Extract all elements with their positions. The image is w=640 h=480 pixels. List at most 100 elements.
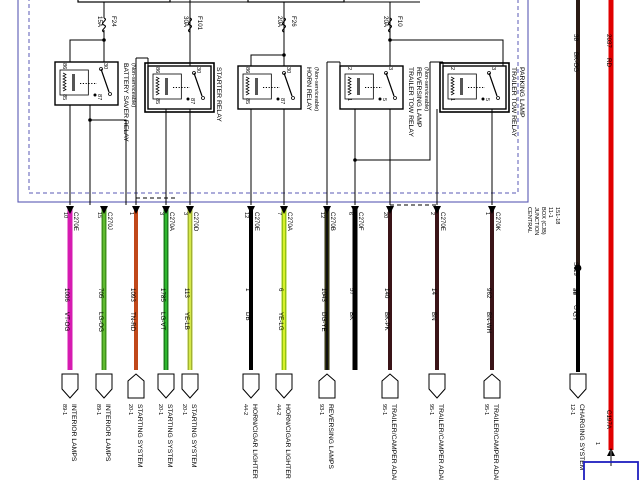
wire-dest-num: 20-1 — [157, 404, 163, 415]
wire-dest-label: TRAILER/CAMPER ADAPTER — [492, 404, 499, 480]
wire-color-code: YE-LG — [277, 312, 284, 331]
cjb-internal-wiring — [69, 18, 504, 206]
wire-pin: 1 — [128, 212, 134, 215]
cjb-label-line5: 151-18 — [554, 207, 560, 224]
wire-1093: 1 1093 TN-RD 20-1 STARTING SYSTEM — [127, 206, 145, 468]
wire-connector: C270B — [329, 212, 336, 231]
relay-1[interactable]: 86 30 85 87 STARTER RELAY — [144, 62, 222, 122]
wire-dest-label: CHARGING SYSTEM — [578, 404, 585, 471]
wire-pin: 10 — [62, 212, 68, 218]
wire-dest-label: REVERSING LAMPS — [327, 404, 334, 469]
relay-pin: 2 — [449, 67, 455, 70]
relay-pin: 85 — [61, 94, 67, 100]
wire-color-code: BK-PK — [383, 312, 390, 331]
wire-color-code: VT-OG — [63, 312, 70, 331]
wire-dest-label: HORN/CIGAR LIGHTER — [251, 404, 258, 479]
wire-circuit: 1006 — [63, 288, 70, 302]
connector-c197a-label: C197A — [605, 410, 612, 430]
wire-color-code: DG-YE — [320, 312, 327, 332]
relay-pin: 3 — [387, 67, 393, 70]
wire-circuit: 14 — [430, 288, 437, 295]
cjb-label-group: CENTRAL JUNCTION BOX (CJB) 11-1 151-18 — [526, 207, 560, 235]
wire-1785: 3 C270A 1785 LG-VT 20-1 STARTING SYSTEM — [157, 206, 175, 468]
fuse-layer: F24 15A F101 30A F26 20A F10 20A — [96, 16, 403, 33]
wire-pin: 12 — [243, 212, 249, 218]
relay-subtitle: (Non-serviceable) — [130, 63, 136, 107]
wire-dest-label: STARTING SYSTEM — [166, 404, 173, 468]
wire-57: 6 C270F 57 BK — [347, 206, 364, 370]
wire-connector: C270D — [192, 212, 199, 232]
relay-pin: 2 — [346, 67, 352, 70]
side-wire-labels: 38 BK-OG 2037 RD S119 38 GY — [572, 34, 612, 314]
power-bus-rails — [77, 0, 420, 18]
wire-dest-num: 95-1 — [428, 404, 434, 415]
relay-pin: 85 — [244, 98, 250, 104]
wire-dest-num: 93-1 — [318, 404, 324, 415]
relay-subtitle: (Non-serviceable) — [423, 67, 429, 111]
relay-pin: 1 — [346, 98, 352, 101]
relay-pin: 30 — [285, 67, 291, 73]
relay-pin: 87 — [96, 94, 102, 100]
wire-dest-num: 44-2 — [242, 404, 248, 415]
wire-dest-num: 95-1 — [381, 404, 387, 415]
relay-name: STARTER RELAY — [215, 67, 222, 122]
wire-connector: C270J — [106, 212, 113, 230]
wire-pin: 3 — [158, 212, 164, 215]
wire-6: 7 C270A 6 YE-LG 44-2 HORN/CIGAR LIGHTER — [275, 206, 293, 479]
relay-pin: 87 — [189, 98, 195, 104]
relay-name: TRAILER TOW RELAY — [407, 67, 414, 137]
fuse-f26: F26 20A — [276, 16, 297, 33]
connector-c197a-group[interactable]: C197A 1 — [583, 410, 639, 480]
wire-pin: 20 — [382, 212, 388, 218]
right-side-wires — [574, 0, 614, 450]
wire-color-code: BN-WH — [485, 312, 492, 333]
wire-circuit: 1043 — [320, 288, 327, 302]
cjb-label-line2: JUNCTION — [533, 207, 539, 235]
fuse-id: F101 — [196, 16, 203, 31]
wire-color-code: LG-VT — [159, 312, 166, 330]
fuse-f10: F10 20A — [382, 16, 403, 33]
wire-circuit: 6 — [277, 288, 284, 292]
relay-name: BATTERY SAVER RELAY — [122, 63, 129, 142]
rd-color: RD — [605, 58, 612, 67]
relay-name: REVERSING LAMP — [415, 67, 422, 128]
wire-dest-num: 89-1 — [95, 404, 101, 415]
wire-dest-label: STARTING SYSTEM — [190, 404, 197, 468]
relay-pin: 87 — [279, 98, 285, 104]
fuse-id: F10 — [396, 16, 403, 27]
relay-pin: 5 — [484, 98, 490, 101]
fuse-rating: 20A — [276, 16, 283, 28]
wire-962: 1 C270K 962 BN-WH 95-1 TRAILER/CAMPER ADAPTER — [483, 206, 501, 480]
cjb-label-line3: BOX (CJB) — [540, 207, 546, 235]
wire-color-code: BN — [430, 312, 437, 321]
wire-705: 15 C270J 705 LG-OG 89-1 INTERIOR LAMPS — [95, 206, 113, 462]
wire-dest-num: 44-2 — [275, 404, 281, 415]
wire-connector: C270F — [357, 212, 364, 231]
wire-connector: C270K — [494, 212, 501, 232]
gy-color: GY — [572, 305, 579, 314]
splice-s119-label: S119 — [572, 262, 579, 277]
wire-dest-label: TRAILER/CAMPER ADAPTER — [390, 404, 397, 480]
wire-pin: 15 — [96, 212, 102, 218]
cjb-module-outline — [17, 0, 529, 203]
wire-connector: C270A — [168, 212, 175, 232]
wire-dest-label: INTERIOR LAMPS — [70, 404, 77, 462]
wire-circuit: 38 — [571, 288, 578, 295]
wire-dest-label: STARTING SYSTEM — [136, 404, 143, 468]
relay-3[interactable]: 2 3 1 5 TRAILER TOW RELAY REVERSING LAMP (Non-… — [339, 65, 429, 137]
wire-circuit: 705 — [97, 288, 104, 299]
wire-dest-num: 95-1 — [483, 404, 489, 415]
wire-1043: 12 C270B 1043 DG-YE 93-1 REVERSING LAMPS — [318, 206, 336, 469]
wire-140: 20 140 BK-PK 95-1 TRAILER/CAMPER ADAPTER — [381, 206, 399, 480]
connector-c197a-pin: 1 — [594, 442, 600, 445]
wire-color-code: DB — [244, 312, 251, 321]
cjb-label-line1: CENTRAL — [526, 207, 532, 233]
relay-4[interactable]: 2 3 1 5 TRAILER TOW RELAY PARKING LAMP — [439, 62, 525, 137]
cjb-label-line4: 11-1 — [547, 207, 553, 218]
wire-dest-label: TRAILER/CAMPER ADAPTER — [437, 404, 444, 480]
relay-2[interactable]: 86 30 85 87 HORN RELAY (Non-serviceable) — [237, 65, 319, 111]
fuse-f101: F101 30A — [182, 16, 203, 33]
relay-0[interactable]: 86 30 85 87 BATTERY SAVER RELAY (Non-servicea… — [54, 61, 136, 142]
